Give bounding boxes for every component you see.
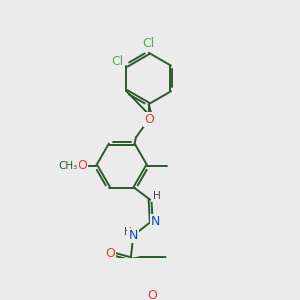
Text: O: O: [105, 247, 115, 260]
Text: O: O: [148, 290, 158, 300]
Text: N: N: [129, 229, 138, 242]
Text: O: O: [144, 113, 154, 126]
Text: O: O: [77, 159, 87, 172]
Text: Cl: Cl: [111, 55, 124, 68]
Text: CH₃: CH₃: [58, 161, 77, 171]
Text: H: H: [152, 191, 160, 201]
Text: N: N: [151, 215, 160, 228]
Text: H: H: [124, 227, 132, 237]
Text: Cl: Cl: [142, 37, 155, 50]
